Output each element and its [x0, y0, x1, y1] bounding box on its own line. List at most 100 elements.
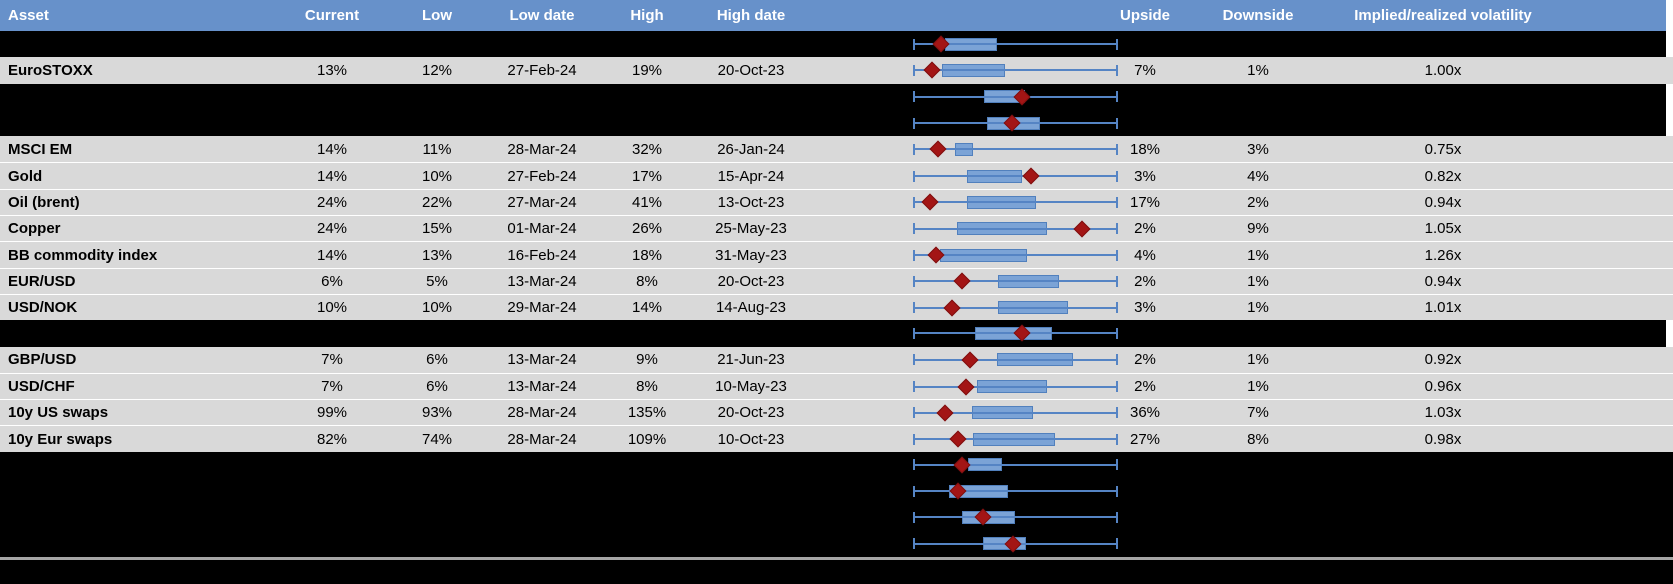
- cell-low: 11%: [422, 140, 452, 158]
- boxplot: [913, 136, 1118, 162]
- column-header-high: High: [630, 7, 664, 24]
- diamond-marker-icon: [957, 378, 975, 395]
- column-header-low-date: Low date: [509, 7, 575, 24]
- boxplot-min-cap: [913, 459, 915, 471]
- boxplot-min-cap: [913, 223, 915, 235]
- boxplot: [913, 242, 1118, 267]
- cell-high: 109%: [627, 430, 667, 448]
- cell-downside: 1%: [1247, 299, 1269, 317]
- chart-row: [0, 478, 1673, 505]
- cell-high: 26%: [631, 220, 663, 238]
- cell-downside: 1%: [1247, 61, 1269, 79]
- footer-strip: [0, 559, 1673, 584]
- table-row: EUR/USD 6% 5% 13-Mar-24 8% 20-Oct-23 2% 1% 0.94x: [0, 267, 1673, 294]
- column-header-downside: Downside: [1222, 7, 1294, 24]
- table-row: 10y US swaps 99% 93% 28-Mar-24 135% 20-Oct-23…: [0, 399, 1673, 426]
- cell-upside: 2%: [1134, 378, 1156, 395]
- cell-high: 9%: [636, 351, 658, 369]
- cell-high: 8%: [636, 378, 658, 395]
- diamond-marker-icon: [921, 193, 939, 211]
- column-header-asset: Asset: [8, 7, 49, 24]
- table-row: USD/CHF 7% 6% 13-Mar-24 8% 10-May-23 2% 1% 0.96x: [0, 372, 1673, 400]
- cell-downside: 8%: [1247, 430, 1269, 448]
- boxplot-max-cap: [1116, 381, 1118, 392]
- boxplot-max-cap: [1116, 327, 1118, 339]
- cell-upside: 7%: [1134, 61, 1156, 79]
- boxplot-min-cap: [913, 117, 915, 129]
- cell-implied-realized-volatility: 0.82x: [1424, 167, 1462, 185]
- cell-implied-realized-volatility: 1.03x: [1424, 404, 1462, 422]
- cell-high-date: 31-May-23: [715, 246, 787, 264]
- boxplot-min-cap: [913, 249, 915, 261]
- boxplot-max-cap: [1116, 91, 1118, 103]
- boxplot: [913, 216, 1118, 241]
- boxplot-min-cap: [913, 38, 915, 50]
- cell-implied-realized-volatility: 0.94x: [1424, 193, 1462, 211]
- cell-high: 32%: [631, 140, 663, 158]
- cell-high-date: 10-May-23: [715, 378, 787, 395]
- column-header-high-date: High date: [716, 7, 786, 24]
- cell-current: 14%: [316, 246, 348, 264]
- cell-upside: 3%: [1134, 167, 1156, 185]
- boxplot-max-cap: [1116, 117, 1118, 129]
- boxplot-min-cap: [913, 327, 915, 339]
- boxplot-min-cap: [913, 170, 915, 182]
- cell-implied-realized-volatility: 0.94x: [1424, 272, 1462, 290]
- cell-current: 14%: [316, 167, 348, 185]
- cell-current: 13%: [316, 61, 348, 79]
- cell-low: 6%: [426, 378, 448, 395]
- cell-current: 7%: [321, 351, 343, 369]
- cell-low-date: 29-Mar-24: [507, 299, 577, 317]
- boxplot: [913, 84, 1118, 110]
- cell-low-date: 13-Mar-24: [507, 272, 577, 290]
- boxplot-min-cap: [913, 485, 915, 497]
- cell-high: 17%: [631, 167, 663, 185]
- asset-name: Oil (brent): [8, 193, 80, 211]
- cell-low-date: 01-Mar-24: [507, 220, 577, 238]
- boxplot: [913, 504, 1118, 530]
- column-header-low: Low: [422, 7, 452, 24]
- boxplot: [913, 478, 1118, 504]
- cell-downside: 1%: [1247, 246, 1269, 264]
- cell-low: 15%: [421, 220, 453, 238]
- boxplot-min-cap: [913, 196, 915, 208]
- cell-high: 19%: [631, 61, 663, 79]
- boxplot-max-cap: [1116, 64, 1118, 76]
- boxplot-whisker: [913, 254, 1118, 257]
- cell-low-date: 28-Mar-24: [507, 430, 577, 448]
- boxplot-min-cap: [913, 91, 915, 103]
- boxplot-max-cap: [1116, 407, 1118, 419]
- boxplot: [913, 452, 1118, 478]
- cell-low-date: 13-Mar-24: [507, 378, 577, 395]
- boxplot-max-cap: [1116, 196, 1118, 208]
- cell-upside: 3%: [1134, 299, 1156, 317]
- boxplot-max-cap: [1116, 143, 1118, 155]
- boxplot: [913, 110, 1118, 136]
- diamond-marker-icon: [929, 140, 947, 158]
- cell-implied-realized-volatility: 0.98x: [1424, 430, 1462, 448]
- cell-current: 82%: [316, 430, 348, 448]
- chart-row: [0, 451, 1673, 479]
- cell-downside: 9%: [1247, 220, 1269, 238]
- table-row: Gold 14% 10% 27-Feb-24 17% 15-Apr-24 3% 4% 0.82x: [0, 162, 1673, 189]
- cell-downside: 7%: [1247, 404, 1269, 422]
- boxplot-max-cap: [1116, 223, 1118, 235]
- boxplot: [913, 31, 1118, 57]
- cell-low-date: 28-Mar-24: [507, 404, 577, 422]
- boxplot: [913, 190, 1118, 215]
- boxplot-whisker: [913, 43, 1118, 46]
- cell-low: 10%: [421, 299, 453, 317]
- diamond-marker-icon: [1022, 167, 1040, 185]
- boxplot: [913, 320, 1118, 346]
- cell-high: 135%: [627, 404, 667, 422]
- cell-current: 7%: [321, 378, 343, 395]
- asset-name: BB commodity index: [8, 246, 158, 264]
- cell-low: 6%: [426, 351, 448, 369]
- cell-current: 14%: [316, 140, 348, 158]
- boxplot-whisker: [913, 148, 1118, 151]
- bottom-divider: [0, 556, 1673, 560]
- boxplot-whisker: [913, 201, 1118, 204]
- cell-high-date: 21-Jun-23: [717, 351, 785, 369]
- cell-low-date: 13-Mar-24: [507, 351, 577, 369]
- boxplot-min-cap: [913, 433, 915, 445]
